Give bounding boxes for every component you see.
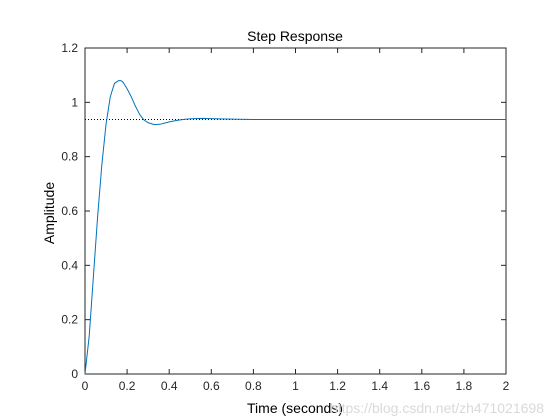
x-tick-label: 2 (503, 379, 510, 393)
x-tick-label: 1.8 (456, 379, 473, 393)
y-tick-label: 0.4 (61, 258, 78, 272)
x-tick-label: 1 (292, 379, 299, 393)
x-tick-label: 0.6 (203, 379, 220, 393)
plot-lines (84, 80, 506, 375)
x-tick-label: 0.4 (161, 379, 178, 393)
y-tick-label: 1 (71, 95, 78, 109)
x-tick-label: 1.2 (329, 379, 346, 393)
y-tick-label: 0 (71, 367, 78, 381)
x-tick-label: 1.4 (371, 379, 388, 393)
watermark-text: https://blog.csdn.net/zh471021698 (330, 400, 544, 416)
y-axis-label: Amplitude (41, 182, 57, 244)
plot-axes (84, 47, 507, 375)
plot-area-frame (84, 47, 507, 375)
x-tick-label: 0.2 (119, 379, 136, 393)
x-tick-label: 0 (82, 379, 89, 393)
x-axis-label: Time (seconds) (247, 400, 343, 416)
y-tick-label: 0.8 (61, 150, 78, 164)
y-tick-label: 1.2 (61, 41, 78, 55)
y-tick-label: 0.6 (61, 204, 78, 218)
y-tick-label: 0.2 (61, 313, 78, 327)
chart-title: Step Response (247, 28, 343, 44)
plot-ticks: 0 0.2 0.4 0.6 0.8 1 1.2 1.4 1.6 1.8 2 0 0.2 0.4 0.6 0.8… (61, 41, 509, 393)
step-response-line (84, 80, 506, 375)
x-tick-label: 0.8 (245, 379, 262, 393)
x-tick-label: 1.6 (413, 379, 430, 393)
